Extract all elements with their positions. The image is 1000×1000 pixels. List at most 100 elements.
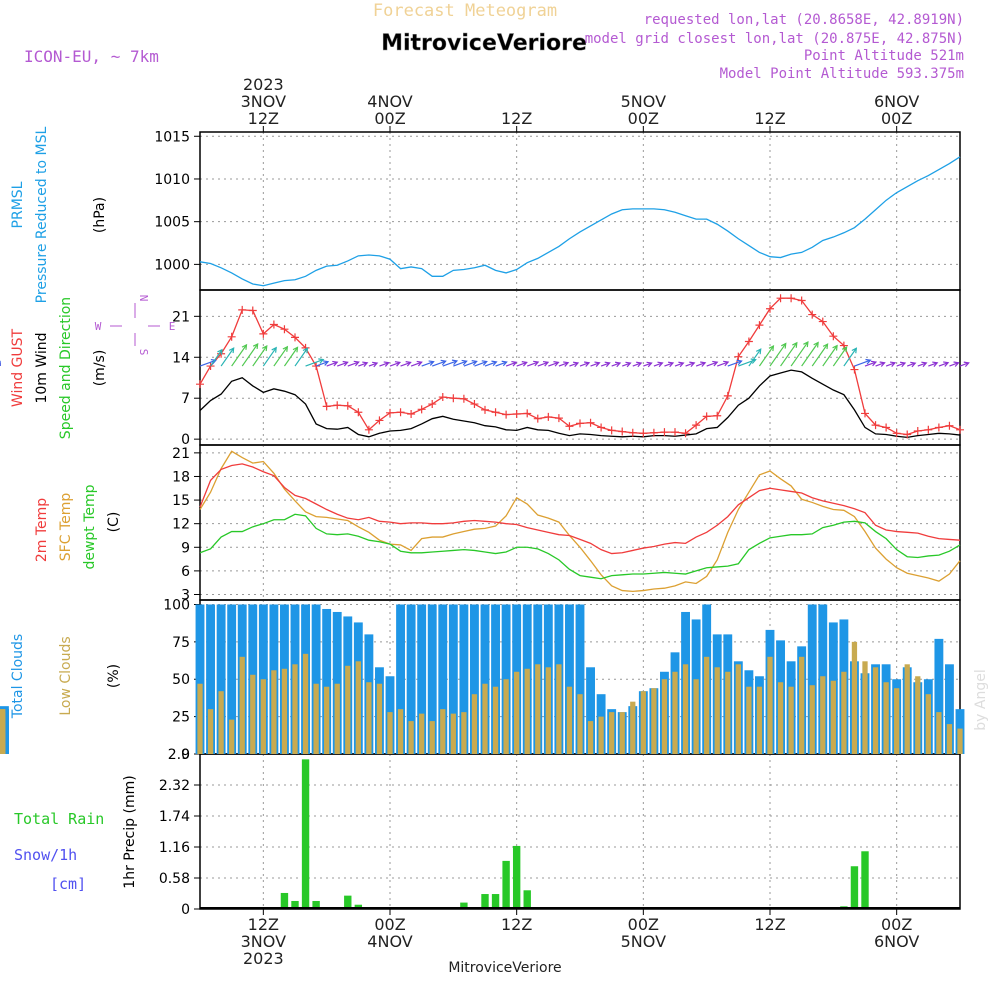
wind-arrow [368, 362, 378, 367]
wind-arrow-head [461, 359, 468, 366]
x-tick-label-top: 12Z [501, 109, 532, 128]
precip-label-rain: Total Rain [14, 810, 104, 828]
y-tick-label: 0.58 [159, 871, 190, 887]
wind-arrow [748, 348, 762, 367]
wind-arrow [579, 362, 590, 367]
low-cloud-bar [419, 713, 425, 754]
wind-arrow [843, 347, 857, 367]
y-tick-label: 1000 [154, 257, 190, 273]
wind-arrow-head [416, 360, 423, 367]
temp-unit: (C) [106, 512, 122, 533]
low-cloud-bar [746, 686, 752, 754]
total-cloud-bar [206, 604, 215, 754]
wind-arrow-head [768, 345, 775, 352]
low-cloud-bar [545, 667, 551, 754]
gust-marker [544, 412, 553, 421]
gust-marker [713, 411, 722, 420]
gust-marker [333, 401, 342, 410]
wind-arrow [283, 347, 298, 367]
cloud-unit: (%) [106, 664, 122, 688]
low-cloud-bar [260, 679, 266, 754]
gust-marker [913, 426, 922, 435]
wind-arrow [917, 362, 927, 367]
wind-arrow [938, 362, 949, 367]
total-cloud-bar [322, 608, 332, 754]
low-cloud-bar [366, 682, 372, 754]
low-cloud-bar [936, 712, 942, 754]
gust-marker [818, 317, 827, 326]
temp-label-dewpt: dewpt Temp [82, 484, 98, 569]
wind-arrow [643, 362, 652, 367]
y-tick-label: 1010 [154, 172, 190, 188]
rain-bar [512, 845, 521, 909]
wind-arrow-head [889, 361, 897, 367]
gust-marker [871, 421, 880, 430]
total-cloud-bar [332, 611, 342, 754]
y-tick-label: 21 [172, 446, 190, 462]
low-cloud-bar [207, 709, 214, 754]
wind-arrow-head [932, 361, 939, 367]
low-cloud-bar [661, 679, 668, 754]
wind-arrow [706, 361, 718, 367]
gust-marker [797, 296, 806, 305]
x-tick-label-bottom: 12Z [248, 915, 279, 934]
wind-arrow-head [511, 360, 518, 367]
pressure-line [199, 156, 961, 287]
rain-bar [280, 892, 289, 909]
wind-arrow [801, 342, 819, 367]
gust-marker [291, 333, 299, 342]
wind-arrow-head [780, 342, 787, 349]
total-cloud-bar [491, 604, 500, 754]
low-cloud-bar [957, 728, 963, 754]
rain-bar [523, 890, 531, 909]
low-cloud-bar [915, 676, 921, 754]
wind-arrow [727, 360, 742, 367]
temp-labels: 2m Temp SFC Temp dewpt Temp (C) [34, 484, 122, 569]
temp-label-sfc: SFC Temp [58, 493, 74, 562]
x-tick-label-bottom: 6NOV [874, 932, 919, 951]
wind-arrow-head [803, 341, 809, 348]
low-cloud-bar [894, 688, 900, 754]
wind-arrow [896, 362, 906, 367]
y-tick-label: 15 [172, 493, 190, 509]
wind-arrow [410, 361, 422, 367]
low-cloud-bar [830, 680, 836, 754]
total-cloud-bar [807, 604, 817, 754]
wind-arrow [537, 361, 549, 367]
wind-arrow-head [521, 361, 528, 367]
wind-arrow-head [943, 361, 950, 367]
gust-marker [375, 416, 384, 425]
x-tick-label-bottom: 12Z [501, 915, 532, 934]
gust-marker [755, 321, 764, 330]
rain-bar [850, 866, 859, 909]
gust-marker [744, 337, 753, 346]
wind-arrow [695, 362, 706, 367]
wind-arrow [959, 362, 969, 367]
low-cloud-bar [651, 688, 657, 754]
rain-bar [354, 904, 363, 909]
gust-marker [533, 414, 542, 423]
wind-arrow-head [953, 361, 960, 367]
wind-arrow-head [614, 361, 622, 368]
gust-marker [407, 410, 416, 418]
wind-arrow-head [271, 346, 277, 353]
wind-arrow-head [405, 361, 412, 367]
wind-arrow-head [362, 361, 369, 367]
low-cloud-bar [767, 656, 773, 754]
wind-arrow-head [625, 361, 632, 368]
low-cloud-bar [197, 683, 203, 754]
wind-arrow [231, 344, 247, 367]
y-tick-label: 9 [181, 540, 190, 556]
gust-marker [618, 427, 627, 436]
low-cloud-bar [324, 686, 330, 754]
low-cloud-bar [482, 683, 488, 754]
wind-arrow [252, 345, 268, 367]
temp2m-line [199, 463, 961, 555]
wind-arrow [421, 361, 434, 367]
low-cloud-bar [0, 712, 6, 754]
wind10m-line [199, 369, 961, 439]
wind-arrow [442, 360, 458, 367]
wind-arrow [717, 361, 729, 367]
low-cloud-bar [735, 664, 741, 754]
low-cloud-bar [302, 653, 309, 754]
